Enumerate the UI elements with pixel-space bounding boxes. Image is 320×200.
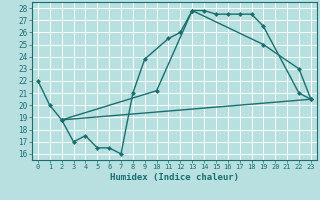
X-axis label: Humidex (Indice chaleur): Humidex (Indice chaleur) (110, 173, 239, 182)
